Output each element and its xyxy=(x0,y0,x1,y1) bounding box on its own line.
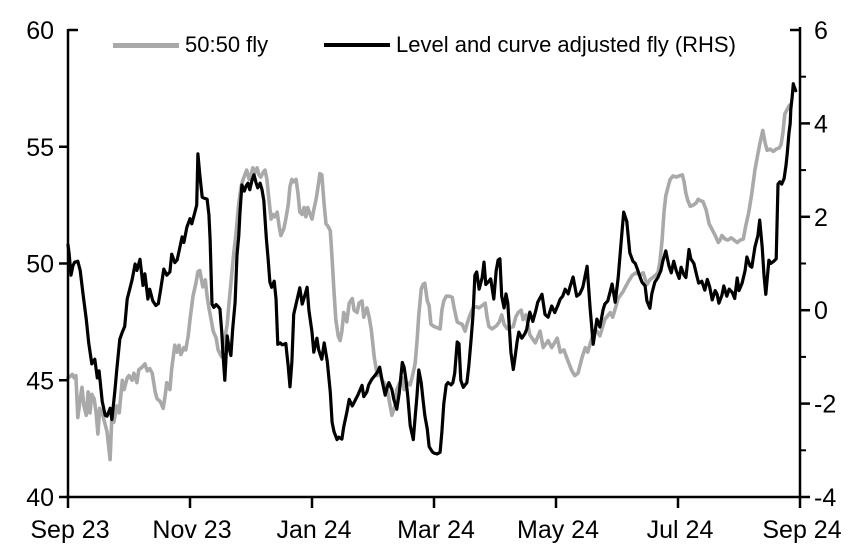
left-axis-tick-label: 45 xyxy=(26,367,54,395)
legend-label-5050-fly: 50:50 fly xyxy=(185,32,269,57)
left-axis-tick-label: 60 xyxy=(26,17,54,45)
x-axis-tick-label: Jan 24 xyxy=(276,516,351,544)
x-axis-tick-label: Nov 23 xyxy=(152,516,231,544)
line-level-curve-adjusted-fly xyxy=(66,82,798,456)
x-axis-tick-label: Mar 24 xyxy=(397,516,475,544)
left-axis-tick-label: 40 xyxy=(26,484,54,512)
right-axis-tick-label: 6 xyxy=(814,17,828,45)
right-axis-tick-label: -4 xyxy=(814,484,836,512)
left-axis-tick-label: 55 xyxy=(26,134,54,162)
right-axis-tick-label: 4 xyxy=(814,110,828,138)
right-axis-tick-label: 2 xyxy=(814,204,828,232)
legend-swatch-gray-line xyxy=(113,42,179,48)
legend-item-5050-fly: 50:50 fly xyxy=(113,31,268,59)
legend-label-adjusted-fly: Level and curve adjusted fly (RHS) xyxy=(396,32,736,57)
left-axis-tick-label: 50 xyxy=(26,251,54,279)
x-axis-tick-label: Jul 24 xyxy=(647,516,714,544)
legend-swatch-black-line xyxy=(324,43,390,47)
x-axis-tick-label: May 24 xyxy=(517,516,599,544)
right-axis-tick-label: -2 xyxy=(814,391,836,419)
right-axis-tick-label: 0 xyxy=(814,297,828,325)
line-5050-fly xyxy=(66,102,792,462)
x-axis-tick-label: Sep 24 xyxy=(762,516,841,544)
x-axis-tick-label: Sep 23 xyxy=(30,516,109,544)
legend-item-adjusted-fly: Level and curve adjusted fly (RHS) xyxy=(324,31,736,59)
